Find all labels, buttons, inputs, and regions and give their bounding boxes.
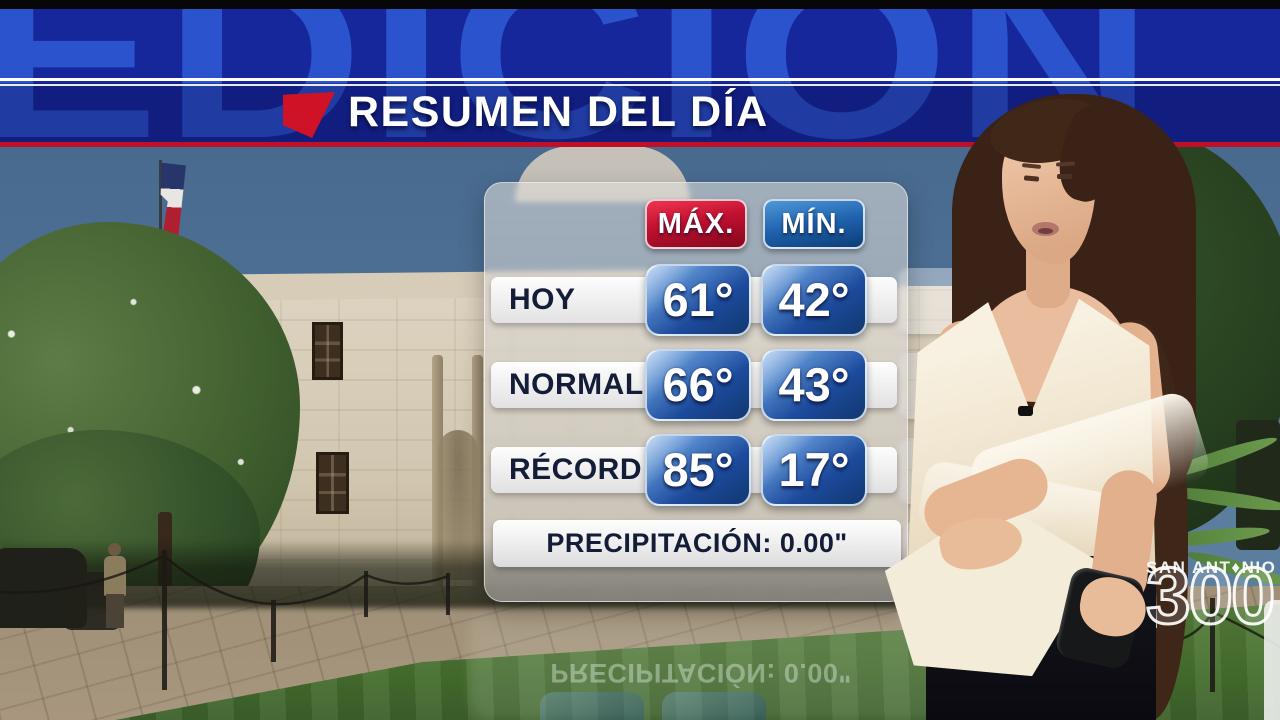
logo-number: 300 xyxy=(1144,551,1277,640)
value-box-reflection xyxy=(540,692,644,720)
flag-pole xyxy=(159,160,162,290)
building-window-lower xyxy=(316,452,349,514)
record-max-value: 85° xyxy=(645,434,751,506)
letterbox-bar xyxy=(0,0,1280,9)
banner-divider-line xyxy=(0,78,1280,81)
max-column-header: MÁX. xyxy=(645,199,747,249)
building-window-upper xyxy=(312,322,343,380)
min-column-header: MÍN. xyxy=(763,199,865,249)
hoy-max-value: 61° xyxy=(645,264,751,336)
banner-divider-line-thin xyxy=(0,84,1280,86)
weather-presenter xyxy=(880,80,1220,720)
logo-city: SAN ANT♦NIO xyxy=(1146,558,1277,577)
weather-summary-panel: MÁX. MÍN. HOY 61° 42° NORMAL 66° 43° RÉC… xyxy=(484,182,908,602)
hoy-min-value: 42° xyxy=(761,264,867,336)
precipitation-reflection: PRECIPITACIÓN: 0.00" xyxy=(550,658,852,688)
guard-figure xyxy=(106,594,124,628)
value-box-reflection xyxy=(662,692,766,720)
precipitation-bar: PRECIPITACIÓN: 0.00" xyxy=(493,520,901,567)
normal-max-value: 66° xyxy=(645,349,751,421)
lapel-microphone xyxy=(1018,406,1033,416)
presenter-eye xyxy=(1057,174,1072,179)
presenter-mouth xyxy=(1038,228,1053,234)
title-banner: EDICIÓN xyxy=(0,9,1280,147)
facade-pilaster xyxy=(432,355,443,605)
banner-red-underline xyxy=(0,142,1280,147)
normal-min-value: 43° xyxy=(761,349,867,421)
record-min-value: 17° xyxy=(761,434,867,506)
guard-figure xyxy=(108,543,121,556)
segment-title: RESUMEN DEL DÍA xyxy=(348,88,769,136)
graphic-reflection-glow xyxy=(470,610,950,720)
edge-highlight xyxy=(1264,600,1280,720)
